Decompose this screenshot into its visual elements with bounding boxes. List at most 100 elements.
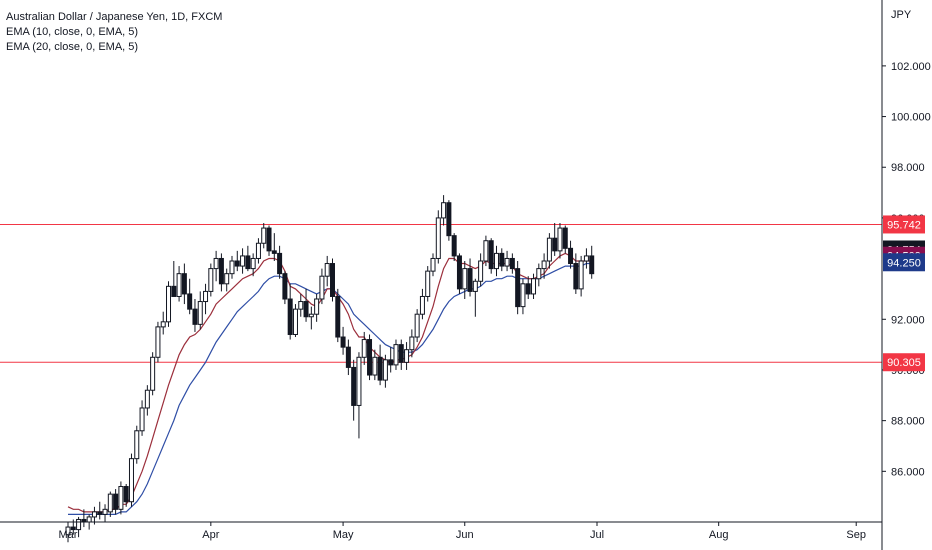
candle xyxy=(255,238,261,264)
candle xyxy=(478,253,484,287)
candle xyxy=(404,342,410,370)
x-tick-label: Aug xyxy=(709,529,729,541)
currency-label: JPY xyxy=(891,9,912,21)
legend-title: Australian Dollar / Japanese Yen, 1D, FX… xyxy=(6,11,223,23)
candle xyxy=(409,329,415,358)
x-tick-label: Apr xyxy=(202,529,219,541)
candle xyxy=(197,291,203,330)
candle xyxy=(441,195,447,226)
candle xyxy=(113,489,119,515)
candle xyxy=(451,233,457,261)
candle xyxy=(218,253,224,292)
candle xyxy=(76,516,82,538)
price-label[interactable]: 90.305 xyxy=(883,353,925,372)
candle xyxy=(314,293,320,322)
candle xyxy=(430,253,436,277)
candle xyxy=(107,491,113,517)
candle xyxy=(102,504,108,522)
candle xyxy=(531,273,537,300)
price-label[interactable]: 94.250 xyxy=(883,253,925,272)
svg-text:95.742: 95.742 xyxy=(887,219,921,231)
x-tick-label: May xyxy=(333,529,354,541)
candle xyxy=(118,481,124,515)
svg-text:90.305: 90.305 xyxy=(887,357,921,369)
candle xyxy=(493,245,499,277)
candle xyxy=(573,253,579,294)
x-tick-label: Jul xyxy=(590,529,604,541)
price-label[interactable]: 95.742 xyxy=(883,215,925,234)
ema-20-line xyxy=(68,262,592,516)
candle xyxy=(456,253,462,294)
candlestick-series xyxy=(65,195,595,543)
legend-ema-20[interactable]: EMA (20, close, 0, EMA, 5) xyxy=(6,41,139,53)
candle xyxy=(298,293,304,317)
candle xyxy=(367,334,373,381)
candle xyxy=(287,283,293,340)
candle xyxy=(589,245,595,279)
candle xyxy=(568,240,574,269)
legend-ema-10[interactable]: EMA (10, close, 0, EMA, 5) xyxy=(6,26,139,38)
horizontal-lines xyxy=(0,223,882,363)
candle xyxy=(266,225,272,256)
candle xyxy=(203,283,209,315)
candle xyxy=(372,349,378,381)
y-tick-label: 102.000 xyxy=(891,61,931,73)
candle xyxy=(150,352,156,396)
ema-10-series xyxy=(67,252,592,513)
candle xyxy=(319,268,325,305)
candle xyxy=(509,253,515,274)
candle xyxy=(419,288,425,320)
candle xyxy=(393,339,399,370)
y-tick-label: 100.000 xyxy=(891,112,931,124)
candle xyxy=(504,250,510,272)
candle xyxy=(187,278,193,315)
candle xyxy=(335,288,341,343)
candle xyxy=(435,210,441,264)
candle xyxy=(192,299,198,332)
candle xyxy=(382,354,388,388)
candle xyxy=(261,222,267,249)
candle xyxy=(552,222,558,256)
candle xyxy=(155,321,161,363)
x-tick-label: Mar xyxy=(59,529,78,541)
candle xyxy=(414,309,420,343)
candle xyxy=(525,276,531,300)
ema-10-line xyxy=(67,252,592,513)
candle xyxy=(123,483,129,507)
candle xyxy=(166,281,172,327)
candle xyxy=(330,258,335,302)
y-tick-label: 92.000 xyxy=(891,314,925,326)
candle xyxy=(282,271,288,305)
candle xyxy=(144,385,150,416)
candle xyxy=(520,278,526,315)
candle xyxy=(557,222,563,259)
candle xyxy=(245,245,251,272)
candle xyxy=(499,248,505,272)
candle xyxy=(462,261,468,300)
candle xyxy=(234,250,240,272)
y-tick-label: 98.000 xyxy=(891,162,925,174)
candle xyxy=(488,238,494,274)
candle xyxy=(361,331,367,365)
candle xyxy=(356,352,362,439)
candle xyxy=(171,261,177,297)
candle xyxy=(541,253,547,279)
svg-text:94.250: 94.250 xyxy=(887,257,921,269)
candle xyxy=(467,258,473,297)
candle xyxy=(277,245,283,279)
candle xyxy=(250,253,256,277)
candle xyxy=(181,263,187,305)
x-tick-label: Jun xyxy=(456,529,474,541)
candle xyxy=(425,266,431,302)
x-tick-label: Sep xyxy=(846,529,866,541)
candle xyxy=(340,326,346,355)
candle xyxy=(562,225,568,254)
candle xyxy=(324,255,330,287)
candle xyxy=(303,288,309,322)
candle xyxy=(271,233,277,261)
candle xyxy=(483,235,489,267)
candle xyxy=(377,344,383,386)
candle xyxy=(292,304,298,338)
y-tick-label: 86.000 xyxy=(891,466,925,478)
